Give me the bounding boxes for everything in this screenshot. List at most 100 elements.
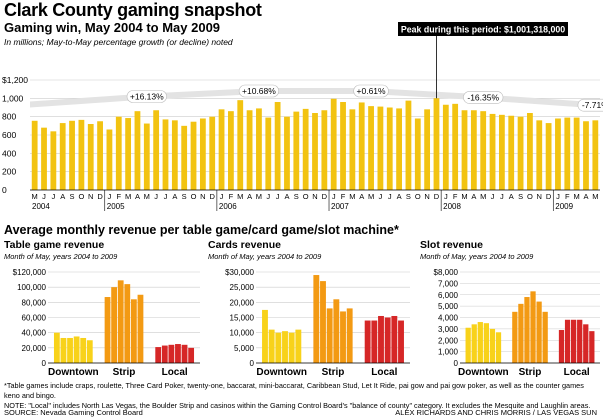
y-tick-label: 3,000 xyxy=(438,325,459,334)
month-label: A xyxy=(471,192,476,201)
cards-downtown-bar xyxy=(275,332,282,363)
cards-strip-bar xyxy=(320,281,326,363)
bar-J xyxy=(330,98,337,190)
credit-line: ALEX RICHARDS AND CHRIS MORRIS / LAS VEG… xyxy=(395,408,597,417)
table-downtown-bar xyxy=(67,337,73,363)
bar-M xyxy=(480,111,487,190)
bar-S xyxy=(293,111,300,190)
group-label: Strip xyxy=(322,367,345,378)
month-label: N xyxy=(88,192,93,201)
cards-local-bar xyxy=(391,315,398,363)
month-label: J xyxy=(42,192,46,201)
group-label: Strip xyxy=(519,367,542,378)
month-label: M xyxy=(368,192,374,201)
y-tick-label: 0 xyxy=(250,359,255,368)
slot-downtown-bar xyxy=(465,327,471,363)
bar-N xyxy=(87,124,94,190)
year-label: 2008 xyxy=(443,202,461,211)
month-label: M xyxy=(461,192,467,201)
y-tick-label: 1,000 xyxy=(2,93,24,103)
cards-local-bar xyxy=(371,320,378,363)
month-label: J xyxy=(444,192,448,201)
month-label: F xyxy=(453,192,458,201)
growth-label-bg xyxy=(353,84,389,98)
cards-local-bar xyxy=(398,320,404,363)
month-label: J xyxy=(164,192,168,201)
bar-N xyxy=(312,113,318,190)
bar-M xyxy=(349,109,356,190)
table-downtown-bar xyxy=(73,336,80,363)
growth-label-bg xyxy=(126,90,167,103)
month-label: S xyxy=(406,192,411,201)
cards-strip-bar xyxy=(313,275,320,363)
slot-strip-bar xyxy=(518,303,524,363)
y-tick-label: 2,000 xyxy=(438,336,459,345)
main-chart: $1,200 1,000 800 600 400 200 0 +16.13% +10.68% +0… xyxy=(2,22,603,211)
bar-F xyxy=(228,111,234,190)
year-label: 2006 xyxy=(219,202,237,211)
month-label: N xyxy=(537,192,542,201)
bar-J xyxy=(386,107,393,190)
cards-downtown-bar xyxy=(282,331,288,363)
y-tick-label: 60,000 xyxy=(22,314,47,323)
month-label: D xyxy=(97,192,103,201)
month-label: D xyxy=(210,192,216,201)
month-label: S xyxy=(518,192,523,201)
bar-O xyxy=(527,113,533,190)
y-tick-label: 0 xyxy=(2,185,7,195)
bar-M xyxy=(237,100,244,190)
bar-M xyxy=(592,120,599,190)
month-label: F xyxy=(229,192,234,201)
bar-S xyxy=(69,120,75,190)
slot-downtown-bar xyxy=(495,332,502,363)
month-label: M xyxy=(256,192,262,201)
growth-label: +16.13% xyxy=(130,92,164,102)
table-local-bar xyxy=(181,344,188,363)
y-tick-label: 20,000 xyxy=(230,298,255,307)
bar-O xyxy=(78,119,85,190)
table-strip-bar xyxy=(111,287,118,363)
slot-strip-bar xyxy=(524,297,530,363)
bar-N xyxy=(424,109,431,190)
slot-local-bar xyxy=(558,330,565,363)
month-label: M xyxy=(592,192,598,201)
page-title: Clark County gaming snapshot xyxy=(4,0,262,20)
slot-local-bar xyxy=(577,319,583,363)
month-label: A xyxy=(60,192,65,201)
month-label: J xyxy=(491,192,495,201)
cards-local-bar xyxy=(384,317,391,363)
month-label: A xyxy=(397,192,402,201)
month-label: J xyxy=(276,192,280,201)
table-downtown-bar xyxy=(60,337,67,363)
slot-local-bar xyxy=(589,331,595,363)
month-label: M xyxy=(32,192,38,201)
cards-downtown-bar xyxy=(268,329,275,363)
slot-chart-note: Month of May, years 2004 to 2009 xyxy=(420,252,534,261)
slot-chart-title: Slot revenue xyxy=(420,239,484,251)
y-tick-label: 600 xyxy=(2,130,16,140)
table-strip-bar xyxy=(137,294,144,363)
table-strip-bar xyxy=(104,297,111,363)
group-label: Strip xyxy=(113,367,136,378)
table-strip-bar xyxy=(124,284,131,363)
bar-J xyxy=(265,117,272,190)
year-label: 2004 xyxy=(32,202,50,211)
growth-band xyxy=(30,88,600,109)
bar-J xyxy=(498,114,505,190)
cards-downtown-bar xyxy=(295,329,302,363)
month-label: A xyxy=(359,192,364,201)
table-chart-title: Table game revenue xyxy=(4,239,105,251)
group-label: Downtown xyxy=(256,367,307,378)
y-tick-label: $8,000 xyxy=(434,268,459,277)
bar-D xyxy=(545,123,552,190)
group-label: Downtown xyxy=(458,367,509,378)
bar-A xyxy=(508,115,515,190)
bar-A xyxy=(358,102,365,190)
table-strip-bar xyxy=(117,280,124,363)
bar-J xyxy=(274,102,281,190)
y-tick-label: 0 xyxy=(454,359,459,368)
month-label: M xyxy=(480,192,486,201)
bar-J xyxy=(555,118,561,190)
bar-A xyxy=(171,120,178,190)
bar-J xyxy=(442,104,449,190)
